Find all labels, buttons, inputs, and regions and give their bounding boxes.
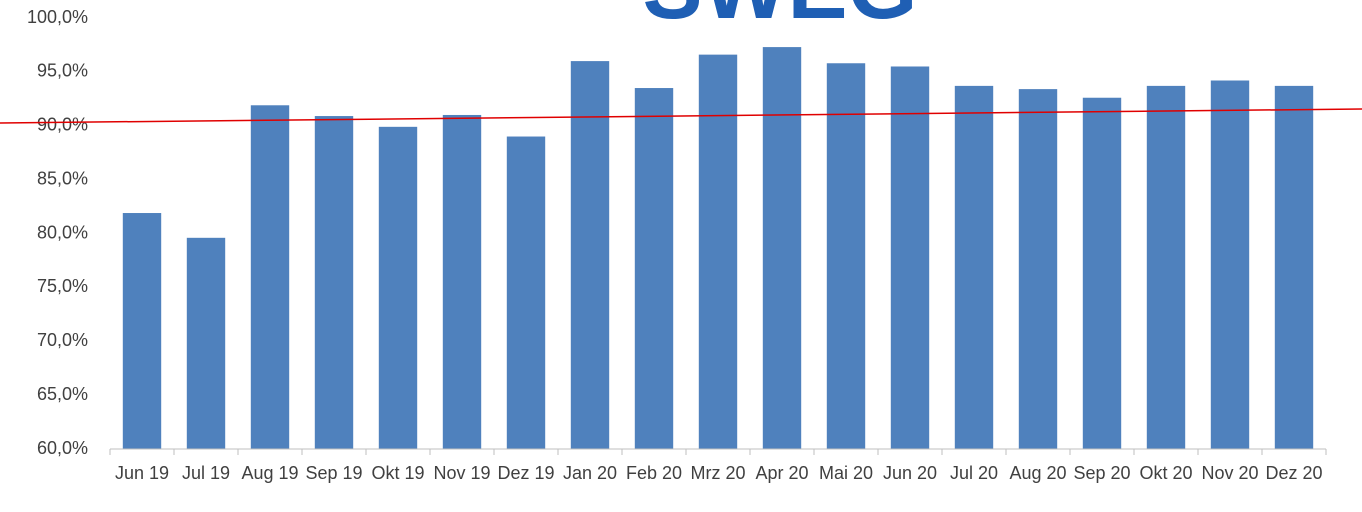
x-tick-label: Okt 20	[1139, 463, 1193, 483]
x-tick-label: Jun 19	[114, 463, 170, 483]
x-tick-label: Dez 19	[497, 463, 555, 483]
logo: SWEG	[642, 0, 917, 38]
x-tick-label: Aug 19	[241, 463, 299, 483]
bar	[1210, 80, 1250, 450]
target-line	[0, 108, 1362, 124]
x-tick-label: Jul 20	[949, 463, 999, 483]
x-tick-label: Jul 19	[181, 463, 231, 483]
bar	[634, 88, 674, 449]
y-tick-label: 60,0%	[37, 438, 88, 458]
x-tick-label: Sep 19	[305, 463, 363, 483]
x-tick-label: Dez 20	[1265, 463, 1323, 483]
bar	[250, 105, 290, 449]
bar	[1274, 85, 1314, 449]
x-tick-label: Feb 20	[625, 463, 683, 483]
bar	[1082, 97, 1122, 450]
x-tick-label: Jan 20	[562, 463, 618, 483]
x-tick-label: Mai 20	[818, 463, 874, 483]
bar	[570, 61, 610, 449]
x-tick-label: Okt 19	[371, 463, 425, 483]
y-tick-label: 90,0%	[37, 115, 88, 135]
y-tick-label: 65,0%	[37, 384, 88, 404]
y-tick-label: 100,0%	[27, 7, 88, 27]
x-tick-label: Jun 20	[882, 463, 938, 483]
y-tick-label: 80,0%	[37, 222, 88, 242]
x-tick-label: Sep 20	[1073, 463, 1131, 483]
bar	[314, 116, 354, 450]
y-tick-label: 85,0%	[37, 168, 88, 188]
x-tick-label: Mrz 20	[690, 463, 746, 483]
x-tick-label: Nov 19	[433, 463, 491, 483]
bar	[186, 237, 226, 449]
y-tick-label: 95,0%	[37, 61, 88, 81]
x-tick-label: Aug 20	[1009, 463, 1067, 483]
x-tick-label: Nov 20	[1201, 463, 1259, 483]
x-tick-label: Apr 20	[755, 463, 809, 483]
bar	[506, 136, 546, 449]
bar	[442, 114, 482, 449]
y-tick-label: 70,0%	[37, 330, 88, 350]
bar	[826, 63, 866, 449]
bar	[762, 47, 802, 449]
bar	[954, 85, 994, 449]
bar	[1018, 89, 1058, 450]
bar	[1146, 85, 1186, 449]
bar	[698, 54, 738, 449]
bar	[890, 66, 930, 450]
bar	[378, 126, 418, 449]
y-tick-label: 75,0%	[37, 276, 88, 296]
bar	[122, 213, 162, 449]
